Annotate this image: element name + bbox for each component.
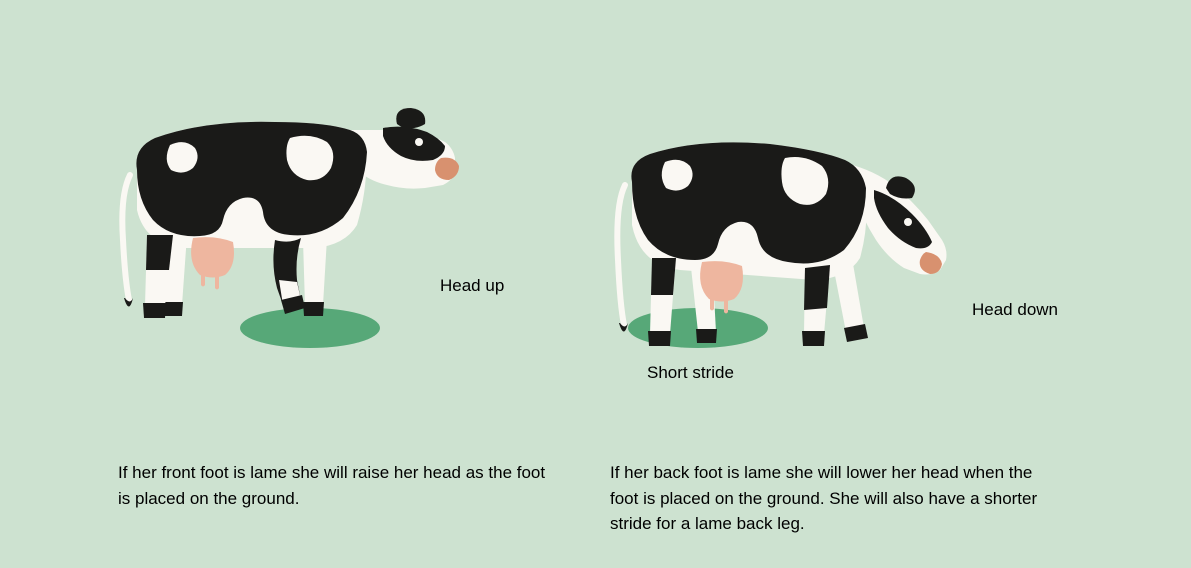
cow-head-up — [115, 80, 475, 340]
cow-head-down — [610, 110, 970, 370]
left-description: If her front foot is lame she will raise… — [118, 460, 548, 511]
right-description: If her back foot is lame she will lower … — [610, 460, 1040, 537]
head-up-label: Head up — [440, 276, 504, 296]
infographic-canvas: Head up If her front foot is lame she wi… — [0, 0, 1191, 568]
short-stride-label: Short stride — [647, 363, 734, 383]
head-down-label: Head down — [972, 300, 1058, 320]
